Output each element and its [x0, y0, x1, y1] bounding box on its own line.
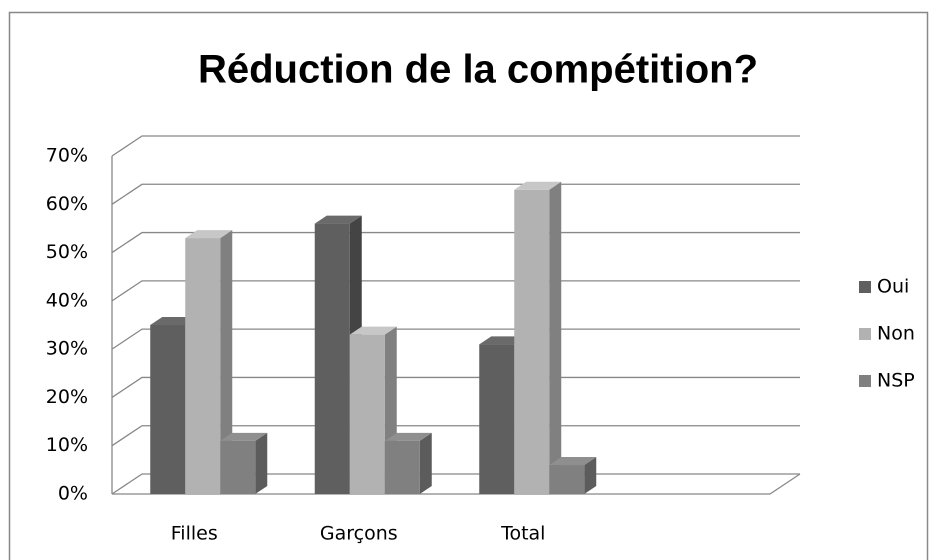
bar-front	[514, 189, 550, 495]
bar-front	[220, 440, 256, 494]
bar-top	[549, 457, 597, 466]
legend-swatch	[859, 375, 871, 387]
bar-side	[584, 457, 597, 494]
bar-top	[220, 432, 268, 441]
y-tick-label: 40%	[46, 289, 88, 311]
bar-front	[185, 238, 221, 494]
bar-top	[514, 181, 562, 190]
bar	[384, 432, 432, 494]
grid-line	[111, 328, 800, 350]
legend-label: NSP	[877, 370, 915, 392]
y-tick-label: 60%	[46, 193, 88, 215]
bar-side	[255, 432, 268, 494]
bar-front	[349, 334, 385, 494]
chart-title: Réduction de la compétition?	[198, 48, 758, 92]
bar-side	[419, 432, 432, 494]
bar-top	[349, 326, 397, 335]
x-tick-label: Filles	[171, 523, 218, 545]
bar-top	[384, 432, 432, 441]
y-tick-label: 30%	[46, 338, 88, 360]
grid-line	[111, 425, 800, 447]
bar-front	[314, 223, 350, 494]
y-tick-label: 50%	[46, 241, 88, 263]
y-tick-label: 20%	[46, 386, 88, 408]
bar-front	[150, 325, 186, 494]
grid-line	[111, 280, 800, 302]
bar	[549, 457, 597, 494]
grid-line	[111, 376, 800, 398]
y-tick-label: 70%	[46, 145, 88, 167]
legend-swatch	[859, 328, 871, 340]
bar	[185, 230, 233, 495]
grid-line	[111, 135, 800, 157]
legend-label: Non	[877, 323, 915, 345]
bar-side	[220, 230, 233, 495]
bar-top	[185, 230, 233, 239]
bar	[514, 181, 562, 495]
bar-top	[314, 215, 362, 224]
legend-label: Oui	[877, 276, 909, 298]
bar-front	[549, 465, 585, 494]
y-tick-label: 10%	[46, 434, 88, 456]
x-tick-label: Total	[500, 523, 545, 545]
chart-frame	[8, 11, 929, 560]
bar	[220, 432, 268, 494]
bar-front	[479, 344, 515, 494]
bar-side	[549, 181, 562, 495]
y-tick-label: 0%	[58, 483, 88, 505]
legend-swatch	[859, 281, 871, 293]
bar-front	[384, 440, 420, 494]
grid-line	[111, 183, 800, 205]
grid-line	[111, 231, 800, 254]
x-tick-label: Garçons	[320, 523, 398, 545]
